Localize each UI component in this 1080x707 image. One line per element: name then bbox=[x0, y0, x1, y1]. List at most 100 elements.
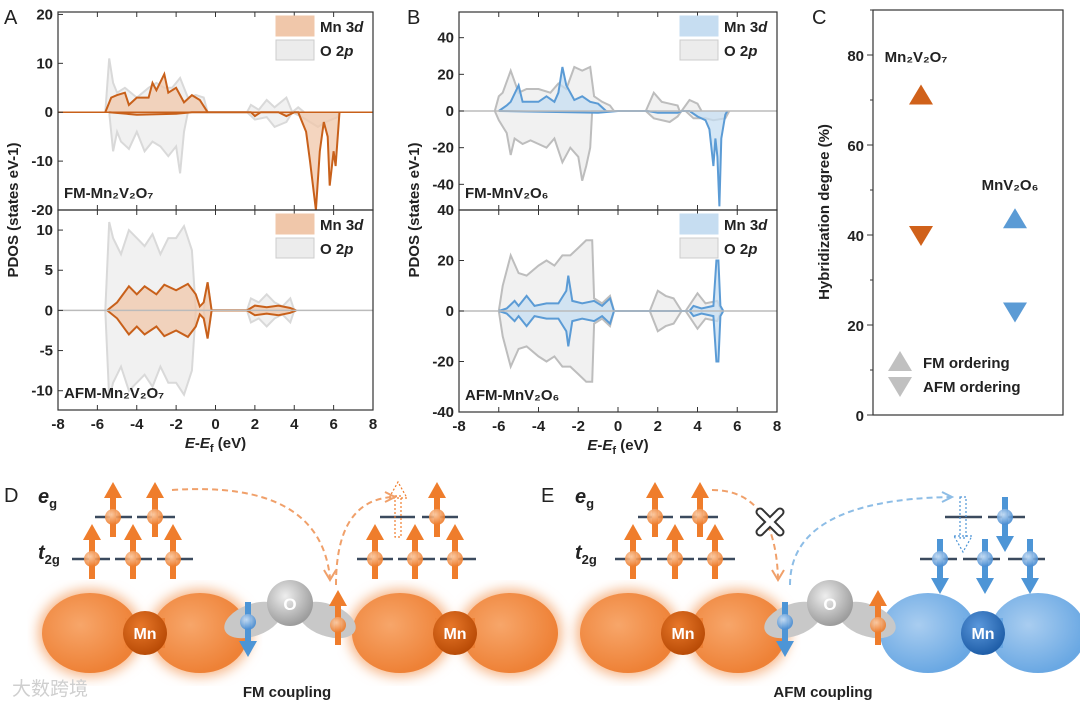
y-tick-label: 0 bbox=[856, 408, 864, 425]
electron-ball bbox=[147, 509, 163, 525]
x-tick-label: -2 bbox=[572, 418, 585, 435]
o2p-down-line bbox=[493, 110, 731, 181]
mn-orbital-right-e: Mn bbox=[880, 593, 1080, 673]
legend-swatch-o2p bbox=[275, 39, 315, 61]
spin-up-arrow-icon bbox=[446, 524, 464, 579]
empty-state-arrow-icon bbox=[387, 480, 409, 538]
subplot-label: FM-MnV₂O₆ bbox=[465, 185, 548, 202]
orbital-lobe bbox=[462, 593, 558, 673]
y-tick-label: -10 bbox=[31, 153, 53, 170]
y-tick-label: 40 bbox=[437, 30, 454, 47]
subplot-label: AFM-Mn₂V₂O₇ bbox=[64, 385, 164, 402]
hopping-arrow bbox=[171, 488, 331, 579]
arrow-head bbox=[329, 590, 347, 606]
o-atom bbox=[267, 580, 313, 626]
y-tick-label: 20 bbox=[437, 253, 454, 270]
spin-up-arrow-icon bbox=[869, 590, 887, 645]
arrow-head bbox=[146, 482, 164, 498]
legend-label-mn3d: Mn 3d bbox=[320, 217, 364, 234]
x-tick-label: -4 bbox=[130, 416, 144, 433]
x-axis-label-part: E bbox=[602, 437, 613, 454]
orbital-lobe bbox=[690, 593, 786, 673]
y-tick-label: 40 bbox=[437, 202, 454, 219]
marker-fm-0 bbox=[909, 84, 933, 105]
y-tick-label: -20 bbox=[432, 354, 454, 371]
panel-label-a: A bbox=[4, 7, 18, 29]
legend-text: Mn 3 bbox=[320, 217, 354, 234]
mn3d-up-line bbox=[498, 259, 725, 312]
x-axis-label-part: f bbox=[210, 443, 214, 455]
spin-up-arrow-icon bbox=[104, 482, 122, 537]
o2p-down-fill bbox=[494, 111, 730, 181]
o2p-up-line bbox=[104, 221, 296, 312]
y-tick-label: 10 bbox=[36, 55, 53, 72]
x-tick-label: 4 bbox=[290, 416, 299, 433]
subplot-label: FM-Mn₂V₂O₇ bbox=[64, 185, 153, 202]
y-axis-label: PDOS (states eV-1) bbox=[406, 142, 423, 277]
electron-ball bbox=[429, 509, 445, 525]
legend-swatch-mn3d bbox=[679, 15, 719, 37]
arrow-head bbox=[104, 482, 122, 498]
arrow-head bbox=[1021, 578, 1039, 594]
mn-label: Mn bbox=[971, 626, 994, 643]
spin-down-arrow-icon bbox=[1021, 539, 1039, 594]
electron-ball bbox=[707, 551, 723, 567]
y-tick-label: -5 bbox=[40, 343, 53, 360]
electron-ball bbox=[447, 551, 463, 567]
mn3d-up-line bbox=[106, 282, 297, 312]
arrow-head bbox=[83, 524, 101, 540]
legend-text-italic: d bbox=[354, 217, 364, 234]
y-tick-label: 0 bbox=[45, 104, 53, 121]
y-tick-label: 40 bbox=[847, 228, 864, 245]
electron-ball bbox=[240, 614, 256, 630]
arrow-head bbox=[931, 578, 949, 594]
y-tick-label: -40 bbox=[432, 176, 454, 193]
legend-marker bbox=[888, 351, 912, 371]
mn3d-down-line bbox=[498, 310, 725, 363]
panel-label-e: E bbox=[541, 485, 554, 507]
electron-ball bbox=[1022, 551, 1038, 567]
mn-atom bbox=[433, 611, 477, 655]
legend-label: AFM ordering bbox=[923, 379, 1021, 396]
arrow-head bbox=[124, 524, 142, 540]
arrow-head bbox=[646, 482, 664, 498]
mn3d-up-line bbox=[498, 66, 607, 112]
mn3d-up-fill bbox=[107, 282, 297, 311]
hopping-arrow-head bbox=[323, 569, 337, 582]
spin-up-arrow-icon bbox=[706, 524, 724, 579]
o2p-down-fill bbox=[498, 311, 722, 382]
spin-down-arrow-icon bbox=[239, 602, 257, 657]
legend-text-italic: p bbox=[343, 43, 353, 60]
panel-label-d: D bbox=[4, 485, 18, 507]
electron-ball bbox=[932, 551, 948, 567]
spin-up-arrow-icon bbox=[83, 524, 101, 579]
arrow-head bbox=[624, 524, 642, 540]
electron-ball bbox=[977, 551, 993, 567]
spin-up-arrow-icon bbox=[691, 482, 709, 537]
spin-up-arrow-icon bbox=[146, 482, 164, 537]
arrow-head bbox=[996, 536, 1014, 552]
afm-coupling-caption: AFM coupling bbox=[773, 684, 872, 701]
x-tick-label: 2 bbox=[654, 418, 662, 435]
electron-ball bbox=[870, 617, 886, 633]
x-tick-label: 0 bbox=[614, 418, 622, 435]
x-axis-label-part: E bbox=[587, 437, 598, 454]
orbital-lobe bbox=[580, 593, 676, 673]
spin-up-arrow-icon bbox=[646, 482, 664, 537]
legend-label-mn3d: Mn 3d bbox=[320, 19, 364, 36]
mn3d-down-line bbox=[106, 309, 297, 339]
orbital-lobe bbox=[352, 593, 448, 673]
orbital-lobe bbox=[152, 593, 248, 673]
hopping-arrow bbox=[335, 496, 394, 586]
hopping-arrow bbox=[789, 496, 951, 586]
arrow-head bbox=[446, 524, 464, 540]
spin-up-arrow-icon bbox=[329, 590, 347, 645]
series-label: Mn₂V₂O₇ bbox=[885, 49, 948, 66]
arrow-head bbox=[406, 524, 424, 540]
spin-up-arrow-icon bbox=[624, 524, 642, 579]
x-axis-label-part: E bbox=[185, 435, 196, 452]
x-tick-label: -8 bbox=[452, 418, 465, 435]
